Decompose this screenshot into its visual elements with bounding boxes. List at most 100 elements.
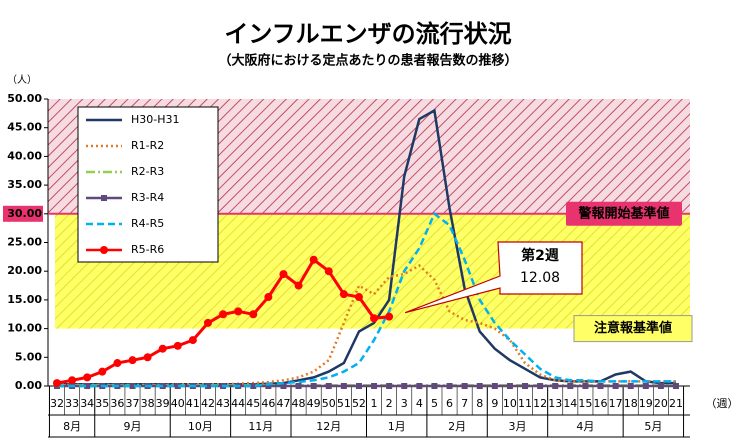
point	[234, 307, 243, 316]
point	[83, 373, 92, 382]
x-tick-label: 48	[292, 397, 306, 410]
x-tick-label: 52	[352, 397, 366, 410]
legend-label: R2-R3	[131, 165, 164, 178]
point	[371, 383, 378, 389]
point	[84, 383, 91, 389]
point	[264, 293, 273, 302]
y-tick-label: 25.00	[7, 236, 42, 249]
point	[506, 383, 513, 389]
month-label: 3月	[508, 420, 526, 433]
y-tick-label: 35.00	[7, 178, 42, 191]
legend-marker	[101, 195, 107, 201]
x-tick-label: 18	[624, 397, 638, 410]
x-tick-label: 32	[50, 397, 64, 410]
y-unit: （人）	[7, 74, 37, 86]
series-line	[57, 211, 676, 388]
y-tick-label: 50.00	[7, 92, 42, 105]
x-tick-label: 3	[401, 397, 408, 410]
month-label: 11月	[248, 420, 273, 433]
point	[657, 383, 664, 389]
point	[295, 383, 302, 389]
x-tick-label: 51	[337, 397, 351, 410]
x-tick-label: 41	[186, 397, 200, 410]
point	[416, 383, 423, 389]
legend-label: R1-R2	[131, 139, 164, 152]
x-tick-label: 42	[201, 397, 215, 410]
point	[385, 312, 394, 321]
point	[567, 383, 574, 389]
legend-label: R3-R4	[131, 191, 164, 204]
x-tick-label: 46	[261, 397, 275, 410]
y-tick-label: 40.00	[7, 149, 42, 162]
x-tick-label: 7	[461, 397, 468, 410]
month-label: 10月	[188, 420, 213, 433]
point	[446, 383, 453, 389]
point	[642, 383, 649, 389]
point	[340, 383, 347, 389]
x-tick-label: 6	[446, 397, 453, 410]
annotation: 12.08	[520, 270, 560, 286]
point	[203, 318, 212, 327]
legend-marker	[100, 246, 108, 254]
point	[612, 383, 619, 389]
point	[129, 383, 136, 389]
x-tick-label: 10	[503, 397, 517, 410]
point	[128, 356, 137, 365]
point	[461, 383, 468, 389]
chart-title: インフルエンザの流行状況	[224, 20, 511, 48]
point	[355, 383, 362, 389]
x-tick-label: 35	[95, 397, 109, 410]
x-tick-label: 50	[322, 397, 336, 410]
x-tick-label: 45	[246, 397, 260, 410]
point	[310, 383, 317, 389]
x-tick-label: 15	[578, 397, 592, 410]
point	[98, 367, 107, 376]
legend-label: R4-R5	[131, 217, 164, 230]
x-tick-label: 21	[669, 397, 683, 410]
x-tick-label: 37	[125, 397, 139, 410]
point	[249, 310, 258, 319]
x-tick-label: 4	[416, 397, 423, 410]
x-tick-label: 2	[386, 397, 393, 410]
x-tick-label: 17	[609, 397, 623, 410]
point	[174, 383, 181, 389]
point	[265, 383, 272, 389]
point	[309, 255, 318, 264]
point	[280, 383, 287, 389]
x-tick-label: 39	[156, 397, 170, 410]
month-label: 9月	[123, 420, 141, 433]
point	[476, 383, 483, 389]
chart-subtitle: （大阪府における定点あたりの患者報告数の推移）	[218, 53, 517, 69]
x-tick-label: 14	[563, 397, 577, 410]
y-tick-label: 5.00	[15, 350, 42, 363]
point	[173, 341, 182, 350]
x-tick-label: 19	[639, 397, 653, 410]
point	[279, 270, 288, 279]
point	[325, 383, 332, 389]
x-tick-label: 20	[654, 397, 668, 410]
y-tick-label: 45.00	[7, 121, 42, 134]
x-tick-label: 12	[533, 397, 547, 410]
y-tick-label: 30.00	[7, 207, 42, 220]
x-tick-label: 5	[431, 397, 438, 410]
point	[522, 383, 529, 389]
point	[673, 383, 679, 389]
month-label: 8月	[63, 420, 81, 433]
month-label: 12月	[316, 420, 341, 433]
point	[143, 353, 152, 362]
point	[552, 383, 559, 389]
point	[188, 336, 197, 345]
point	[354, 293, 363, 302]
x-tick-label: 49	[307, 397, 321, 410]
point	[219, 310, 228, 319]
advisory-label-box	[573, 315, 693, 343]
x-tick-label: 33	[65, 397, 79, 410]
point	[339, 290, 348, 299]
point	[401, 383, 408, 389]
legend-label: R5-R6	[131, 243, 164, 256]
point	[627, 383, 634, 389]
legend-label: H30-H31	[131, 113, 180, 126]
month-label: 2月	[448, 420, 466, 433]
series-line	[57, 263, 676, 387]
